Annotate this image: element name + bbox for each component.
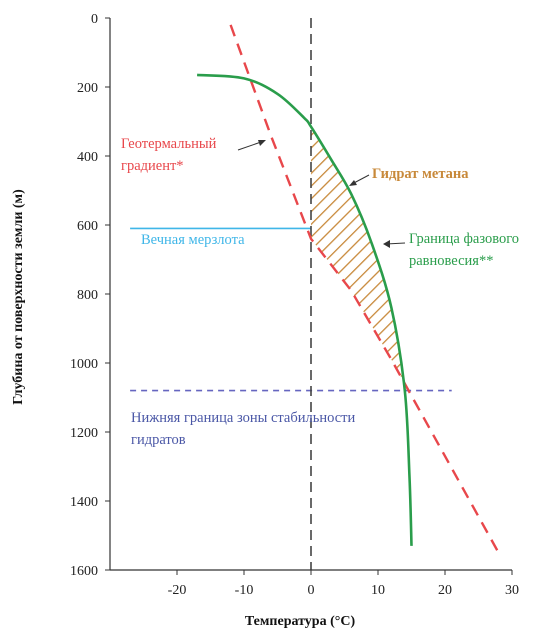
x-tick-label: -10 [235,583,254,598]
hydrate-stability-bottom-label: Нижняя граница зоны стабильности гидрато… [131,410,355,448]
geothermal-gradient-line [229,24,500,554]
y-axis-title: Глубина от поверхности земли (м) [11,189,26,405]
x-tick-label: 0 [308,583,315,598]
hydrate-label: Гидрат метана [349,166,469,186]
phase-label-line2: равновесия** [409,253,493,269]
phase-label-arrowhead [383,240,390,248]
geothermal-gradient-label: Геотермальный градиент* [121,136,266,174]
y-tick-label: 1000 [70,357,98,372]
y-tick-label: 800 [77,288,98,303]
y-tick-label: 600 [77,219,98,234]
geothermal-label-arrowhead [258,140,266,146]
stability-label-line2: гидратов [131,432,186,448]
reference-lines [130,18,452,570]
y-tick-label: 1400 [70,495,98,510]
hydrate-hatched-region [311,126,409,391]
hydrate-label-text: Гидрат метана [372,166,469,182]
geothermal-label-line1: Геотермальный [121,136,217,152]
stability-label-line1: Нижняя граница зоны стабильности [131,410,355,426]
y-tick-label: 0 [91,12,98,27]
phase-boundary-label: Граница фазового равновесия** [383,231,519,269]
y-axis-ticks: 0 200 400 600 800 1000 1200 1400 1600 [70,12,110,579]
permafrost-label: Вечная мерзлота [141,232,245,248]
x-axis-title: Температура (°C) [245,614,356,629]
hydrate-label-arrowhead [349,180,357,186]
y-tick-label: 200 [77,81,98,96]
x-tick-label: -20 [168,583,187,598]
y-tick-label: 1600 [70,564,98,579]
hydrate-region [311,126,409,391]
y-tick-label: 1200 [70,426,98,441]
phase-label-line1: Граница фазового [409,231,519,247]
series-lines [197,24,500,554]
geothermal-label-line2: градиент* [121,158,184,174]
y-tick-label: 400 [77,150,98,165]
x-tick-label: 20 [438,583,452,598]
x-tick-label: 30 [505,583,519,598]
phase-boundary-curve [197,73,413,546]
x-tick-label: 10 [371,583,385,598]
x-axis-ticks: -20 -10 0 10 20 30 [168,570,519,598]
